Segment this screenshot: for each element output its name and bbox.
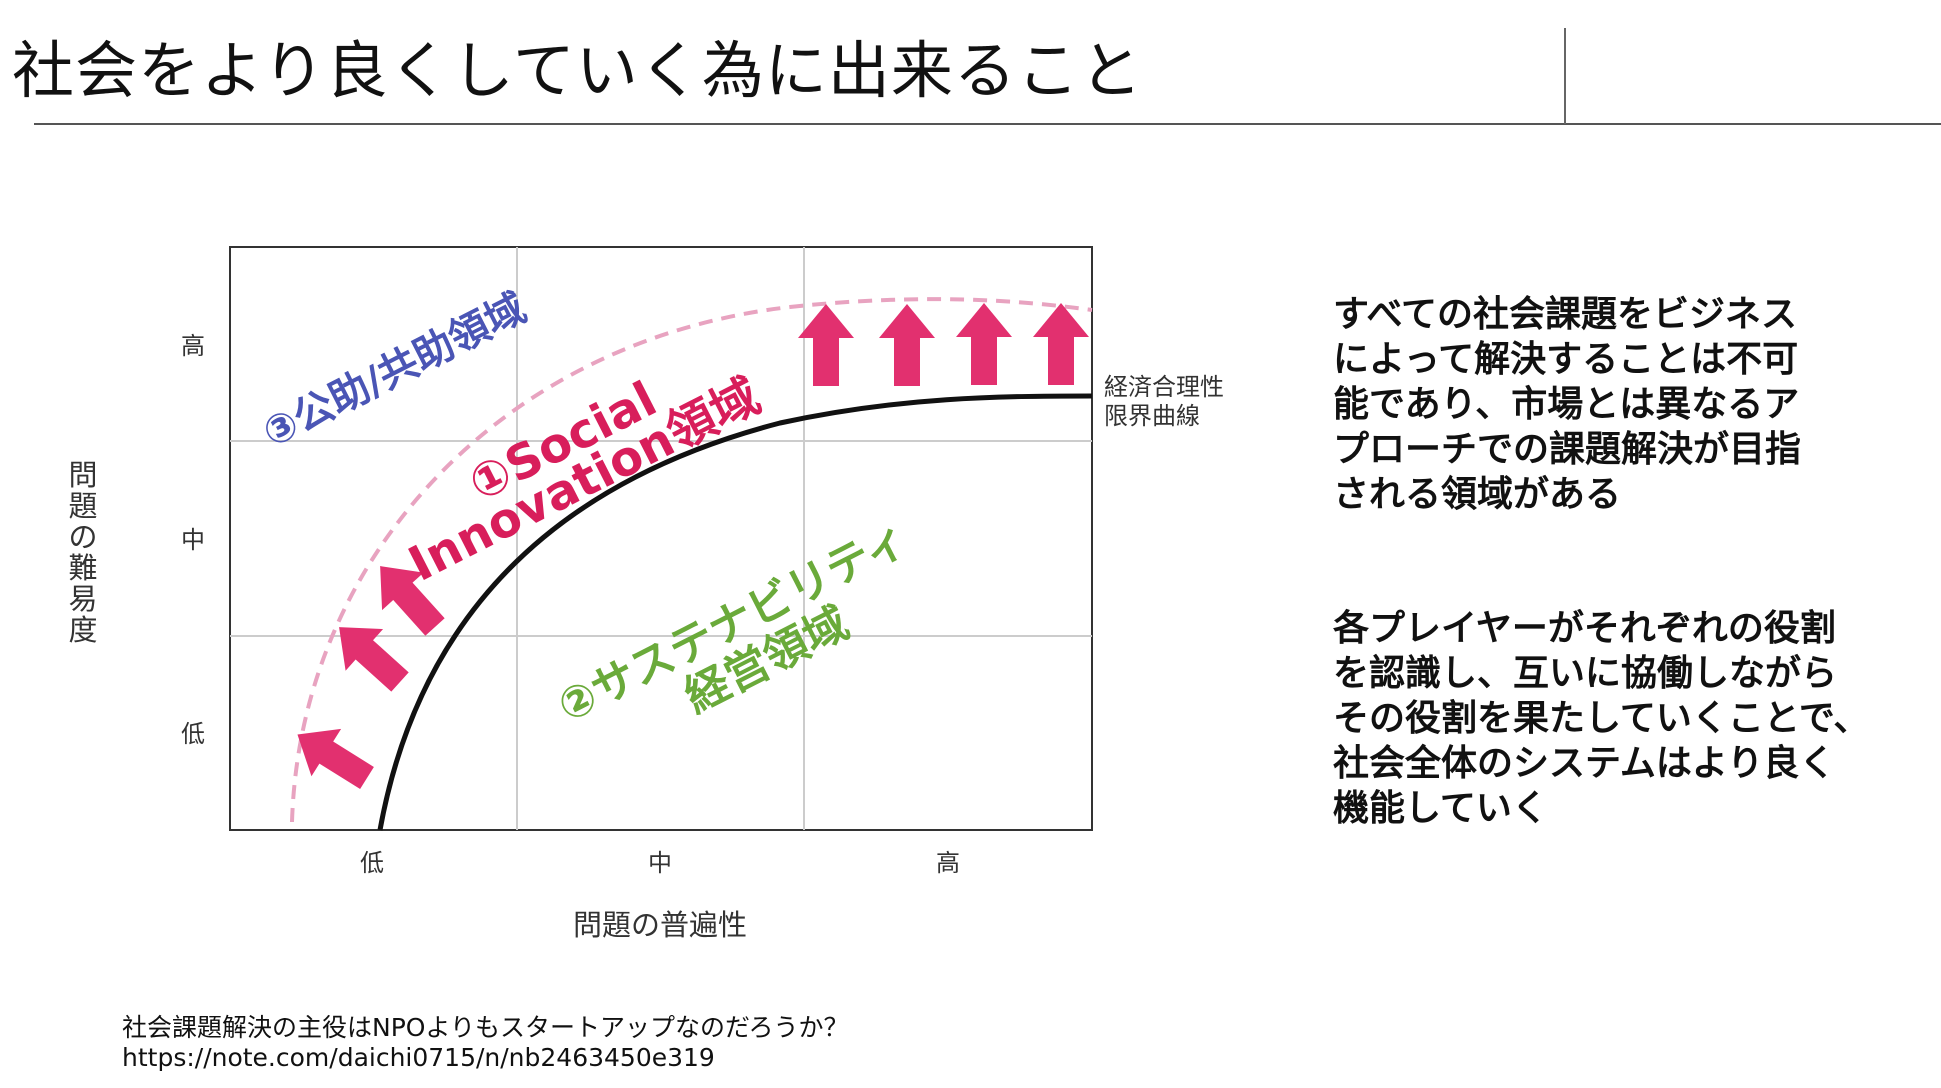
explanation-paragraph-1: すべての社会課題をビジネス によって解決することは不可 能であり、市場とは異なる…	[1333, 294, 1802, 515]
economic-rationality-curve	[377, 393, 1093, 831]
y-tick-high: 高	[181, 332, 205, 360]
slide-title: 社会をより良くしていく為に出来ること	[12, 34, 1143, 107]
y-tick-low: 低	[181, 720, 205, 748]
source-title: 社会課題解決の主役はNPOよりもスタートアップなのだろうか？	[122, 1013, 849, 1042]
title-divider	[34, 123, 1941, 125]
x-tick-high: 高	[936, 849, 960, 877]
title-vertical-divider	[1564, 28, 1566, 124]
explanation-paragraph-2: 各プレイヤーがそれぞれの役割 を認識し、互いに協働しながら その役割を果たしてい…	[1333, 608, 1870, 829]
curve-label-line1: 経済合理性	[1104, 373, 1224, 401]
y-tick-mid: 中	[181, 526, 205, 554]
plot-frame	[229, 246, 1093, 831]
x-axis-label: 問題の普遍性	[573, 908, 747, 942]
public-boundary-dashed-curve	[290, 297, 1093, 823]
x-tick-mid: 中	[648, 849, 672, 877]
curve-label-line2: 限界曲線	[1104, 402, 1200, 430]
x-tick-low: 低	[360, 849, 384, 877]
source-link[interactable]: https://note.com/daichi0715/n/nb2463450e…	[122, 1043, 715, 1072]
y-axis-label: 問題の難易度	[68, 458, 97, 647]
